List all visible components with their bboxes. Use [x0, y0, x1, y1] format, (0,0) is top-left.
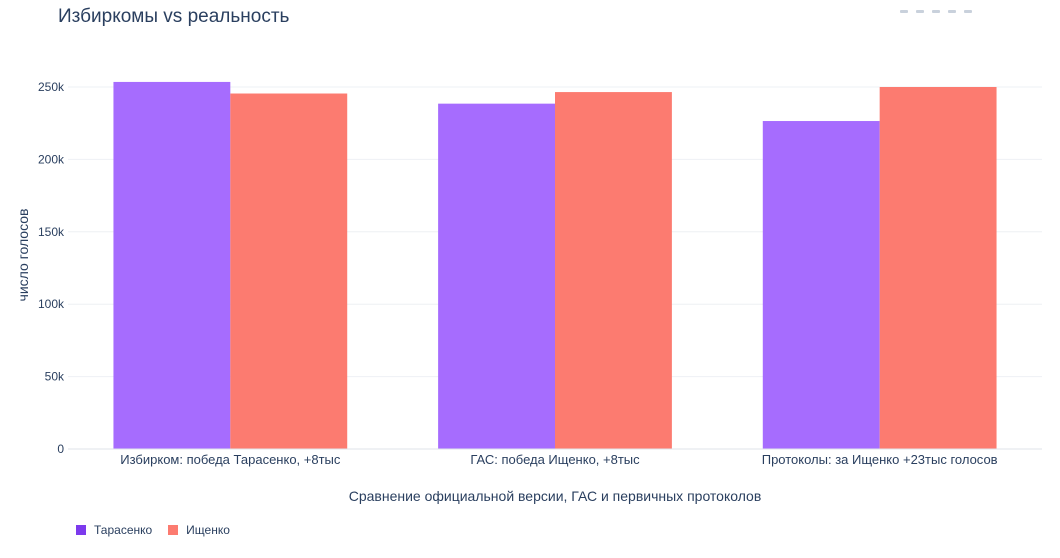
- x-axis-ticks: Избирком: победа Тарасенко, +8тыс ГАС: по…: [120, 452, 997, 467]
- y-tick-label: 0: [57, 442, 64, 456]
- bar-ishchenko-2[interactable]: [879, 87, 997, 449]
- x-tick-label: ГАС: победа Ищенко, +8тыс: [470, 452, 640, 467]
- bar-ishchenko-1[interactable]: [555, 92, 672, 450]
- bar-tarasenko-1[interactable]: [438, 103, 555, 449]
- chart-toolbar[interactable]: [900, 0, 1020, 13]
- legend-label-tarasenko: Тарасенко: [94, 523, 153, 537]
- legend-item-ishchenko[interactable]: Ищенко: [168, 523, 230, 537]
- bar-ishchenko-0[interactable]: [230, 93, 348, 450]
- legend-swatch-tarasenko: [76, 525, 86, 535]
- legend-item-tarasenko[interactable]: Тарасенко: [76, 523, 152, 537]
- bars: [113, 81, 997, 450]
- y-axis-ticks: 0 50k 100k 150k 200k 250k: [38, 80, 65, 456]
- x-axis-label: Сравнение официальной версии, ГАС и перв…: [349, 488, 762, 504]
- bar-tarasenko-2[interactable]: [762, 121, 880, 449]
- y-tick-label: 250k: [38, 80, 65, 94]
- legend-label-ishchenko: Ищенко: [186, 523, 230, 537]
- y-tick-label: 150k: [38, 225, 65, 239]
- y-tick-label: 200k: [38, 152, 65, 166]
- chart-title: Избиркомы vs реальность: [58, 6, 290, 27]
- legend[interactable]: Тарасенко Ищенко: [76, 523, 230, 537]
- legend-swatch-ishchenko: [168, 525, 179, 535]
- y-tick-label: 50k: [45, 370, 65, 384]
- x-tick-label: Протоколы: за Ищенко +23тыс голосов: [762, 452, 998, 467]
- y-axis-label: число голосов: [15, 209, 31, 302]
- bar-tarasenko-0[interactable]: [113, 81, 231, 449]
- y-tick-label: 100k: [38, 297, 65, 311]
- x-tick-label: Избирком: победа Тарасенко, +8тыс: [120, 452, 341, 467]
